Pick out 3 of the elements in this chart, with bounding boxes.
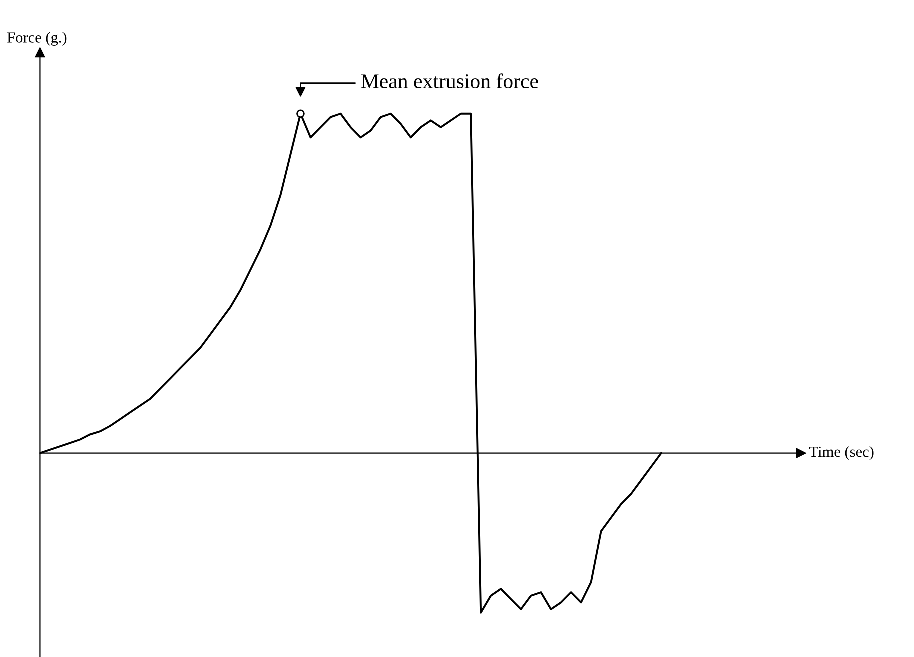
text: Mean extrusion force xyxy=(361,74,538,89)
text: Time (sec) xyxy=(810,446,874,460)
y-axis-title: Force (g.) xyxy=(8,32,67,46)
